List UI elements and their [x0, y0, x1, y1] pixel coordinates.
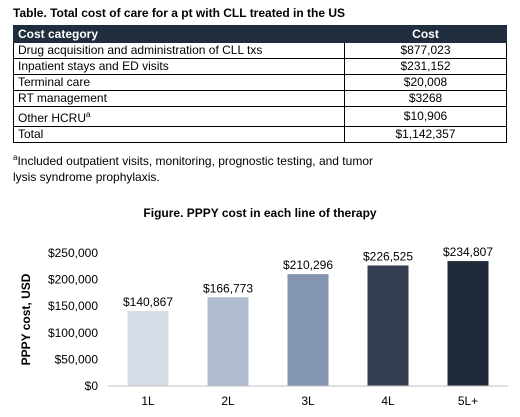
table-footnote: aIncluded outpatient visits, monitoring,…: [13, 150, 373, 185]
table-row: Drug acquisition and administration of C…: [13, 42, 507, 59]
row-category-text: Other HCRU: [18, 111, 87, 125]
row-cost: $20,008: [344, 74, 507, 91]
y-axis-label: PPPY cost, USD: [19, 273, 33, 365]
x-tick-label: 5L+: [458, 394, 478, 408]
row-cost: $3268: [344, 90, 507, 107]
y-tick-label: $0: [85, 379, 99, 393]
row-category: Total: [13, 126, 345, 143]
bar-value-label: $210,296: [283, 258, 333, 272]
header-cost: Cost: [344, 25, 507, 43]
row-cost: $10,906: [344, 106, 507, 127]
table-row: Inpatient stays and ED visits $231,152: [13, 58, 507, 75]
bar-1l: [127, 311, 169, 386]
bar-value-label: $234,807: [443, 245, 493, 259]
y-tick-label: $250,000: [48, 246, 98, 260]
x-axis-ticks: 1L 2L 3L 4L 5L+: [141, 394, 478, 408]
x-tick-label: 2L: [221, 394, 235, 408]
header-cost-category: Cost category: [13, 25, 345, 43]
table-header-row: Cost category Cost: [13, 25, 507, 43]
x-tick-label: 4L: [381, 394, 395, 408]
row-category: Other HCRUa: [13, 106, 345, 127]
value-labels: $140,867 $166,773 $210,296 $226,525 $234,807: [123, 245, 493, 309]
bar-2l: [207, 297, 249, 386]
row-cost: $877,023: [344, 42, 507, 59]
footnote-marker: a: [86, 110, 91, 119]
bars: [127, 261, 489, 386]
table-row: Terminal care $20,008: [13, 74, 507, 91]
table-title: Table. Total cost of care for a pt with …: [13, 6, 346, 20]
x-tick-label: 1L: [141, 394, 155, 408]
y-tick-label: $200,000: [48, 273, 98, 287]
row-category: Terminal care: [13, 74, 345, 91]
footnote-marker: a: [13, 153, 18, 162]
footnote-text: Included outpatient visits, monitoring, …: [13, 154, 373, 184]
bar-value-label: $140,867: [123, 295, 173, 309]
y-tick-label: $150,000: [48, 299, 98, 313]
row-category: RT management: [13, 90, 345, 107]
bar-4l: [367, 265, 409, 386]
cost-table: Cost category Cost Drug acquisition and …: [13, 25, 507, 143]
bar-value-label: $226,525: [363, 249, 413, 263]
table-row: Other HCRUa $10,906: [13, 106, 507, 127]
y-tick-label: $50,000: [55, 352, 99, 366]
x-tick-label: 3L: [301, 394, 315, 408]
bar-5l-plus: [447, 261, 489, 386]
y-axis-ticks: $0 $50,000 $100,000 $150,000 $200,000 $250,00…: [48, 246, 98, 393]
row-category: Drug acquisition and administration of C…: [13, 42, 345, 59]
row-category: Inpatient stays and ED visits: [13, 58, 345, 75]
bar-value-label: $166,773: [203, 281, 253, 295]
bar-chart: $0 $50,000 $100,000 $150,000 $200,000 $250,00…: [19, 245, 508, 408]
bar-3l: [287, 274, 329, 386]
row-cost: $1,142,357: [344, 126, 507, 143]
chart-title: Figure. PPPY cost in each line of therap…: [143, 206, 377, 220]
y-tick-label: $100,000: [48, 326, 98, 340]
row-cost: $231,152: [344, 58, 507, 75]
table-row-total: Total $1,142,357: [13, 126, 507, 143]
table-row: RT management $3268: [13, 90, 507, 107]
